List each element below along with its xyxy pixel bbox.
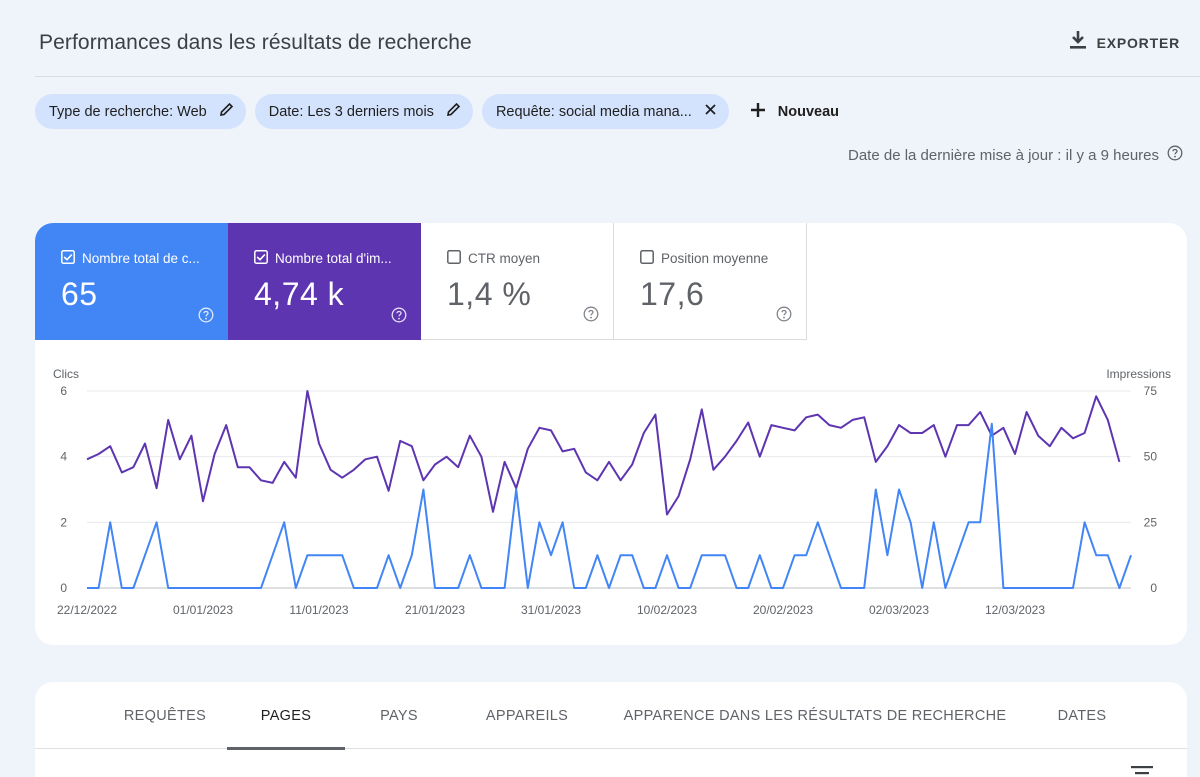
export-label: EXPORTER [1096, 34, 1180, 51]
filter-bar: Type de recherche: Web Date: Les 3 derni… [35, 94, 839, 129]
metric-cards: Nombre total de c... 65 Nombre total d'i… [35, 223, 807, 340]
new-filter-button[interactable]: Nouveau [750, 102, 839, 122]
filter-chip-query[interactable]: Requête: social media mana... [481, 94, 729, 129]
chart-svg: 0 0 2 25 4 50 6 75 Clics Impressions 22/12/2022 01/… [53, 367, 1171, 617]
filter-chip-date[interactable]: Date: Les 3 derniers mois [254, 94, 473, 129]
tab-devices[interactable]: APPAREILS [485, 707, 569, 724]
checkbox-checked-icon[interactable] [254, 250, 268, 267]
metric-label: CTR moyen [468, 251, 541, 266]
new-filter-label: Nouveau [777, 103, 840, 120]
y-tick-label: 2 [60, 515, 67, 529]
series-line-impressions [86, 390, 1121, 516]
help-icon[interactable] [391, 307, 407, 328]
last-update: Date de la dernière mise à jour : il y a… [848, 145, 1183, 165]
tab-queries[interactable]: REQUÊTES [123, 707, 207, 724]
tab-dates[interactable]: DATES [1057, 707, 1107, 724]
tab-search-appearance[interactable]: APPARENCE DANS LES RÉSULTATS DE RECHERCH… [623, 707, 1007, 724]
x-tick-label: 21/01/2023 [405, 603, 465, 617]
help-icon[interactable] [776, 306, 792, 327]
x-tick-label: 11/01/2023 [289, 603, 348, 617]
metric-label: Nombre total de c... [82, 251, 200, 266]
help-icon[interactable] [198, 307, 214, 328]
pencil-icon[interactable] [446, 102, 461, 121]
y2-tick-label: 25 [1144, 515, 1158, 529]
y2-tick-label: 0 [1150, 581, 1157, 595]
dimension-tabs: REQUÊTES PAGES PAYS APPAREILS APPARENCE … [35, 682, 1187, 750]
download-icon [1069, 30, 1087, 55]
export-button[interactable]: EXPORTER [1069, 30, 1180, 55]
close-icon[interactable] [704, 103, 717, 120]
chip-label: Date: Les 3 derniers mois [268, 103, 434, 120]
help-icon[interactable] [583, 306, 599, 327]
checkbox-unchecked-icon[interactable] [447, 250, 461, 267]
y2-axis-title: Impressions [1106, 367, 1171, 381]
plus-icon [750, 102, 766, 122]
performance-chart[interactable]: 0 0 2 25 4 50 6 75 Clics Impressions 22/12/2022 01/… [35, 363, 1187, 633]
y-tick-label: 0 [60, 581, 67, 595]
series-line-clics [87, 422, 1132, 589]
filter-rows-icon[interactable] [1131, 766, 1153, 777]
metric-average-ctr[interactable]: CTR moyen 1,4 % [421, 223, 614, 340]
x-tick-label: 02/03/2023 [869, 603, 929, 617]
y2-tick-label: 75 [1144, 384, 1158, 398]
metric-label: Nombre total d'im... [275, 251, 392, 266]
metric-value: 17,6 [640, 276, 705, 312]
header-divider [35, 76, 1200, 77]
y-tick-label: 6 [60, 384, 67, 398]
chip-label: Requête: social media mana... [495, 103, 692, 120]
checkbox-checked-icon[interactable] [61, 250, 75, 267]
page-title: Performances dans les résultats de reche… [39, 31, 472, 54]
metric-average-position[interactable]: Position moyenne 17,6 [614, 223, 807, 340]
header: Performances dans les résultats de reche… [0, 0, 1200, 77]
chip-label: Type de recherche: Web [49, 103, 207, 120]
details-card: REQUÊTES PAGES PAYS APPAREILS APPARENCE … [35, 682, 1187, 777]
x-tick-label: 22/12/2022 [57, 603, 117, 617]
metric-value: 1,4 % [447, 276, 532, 312]
y-axis-title: Clics [53, 367, 79, 381]
x-tick-label: 01/01/2023 [173, 603, 233, 617]
y-tick-label: 4 [60, 450, 67, 464]
metric-value: 4,74 k [254, 276, 345, 312]
tab-pages[interactable]: PAGES [227, 682, 345, 750]
last-update-text: Date de la dernière mise à jour : il y a… [848, 146, 1159, 164]
x-tick-label: 20/02/2023 [753, 603, 813, 617]
metric-value: 65 [61, 276, 98, 312]
pencil-icon[interactable] [219, 102, 234, 121]
performance-card: Nombre total de c... 65 Nombre total d'i… [35, 223, 1187, 645]
metric-label: Position moyenne [661, 251, 769, 266]
x-tick-label: 10/02/2023 [637, 603, 697, 617]
checkbox-unchecked-icon[interactable] [640, 250, 654, 267]
metric-total-clicks[interactable]: Nombre total de c... 65 [35, 223, 228, 340]
metric-total-impressions[interactable]: Nombre total d'im... 4,74 k [228, 223, 421, 340]
help-icon[interactable] [1167, 145, 1183, 165]
x-tick-label: 31/01/2023 [521, 603, 581, 617]
x-tick-label: 12/03/2023 [985, 603, 1045, 617]
tab-countries[interactable]: PAYS [380, 707, 418, 724]
y2-tick-label: 50 [1144, 450, 1158, 464]
filter-chip-search-type[interactable]: Type de recherche: Web [35, 94, 246, 129]
